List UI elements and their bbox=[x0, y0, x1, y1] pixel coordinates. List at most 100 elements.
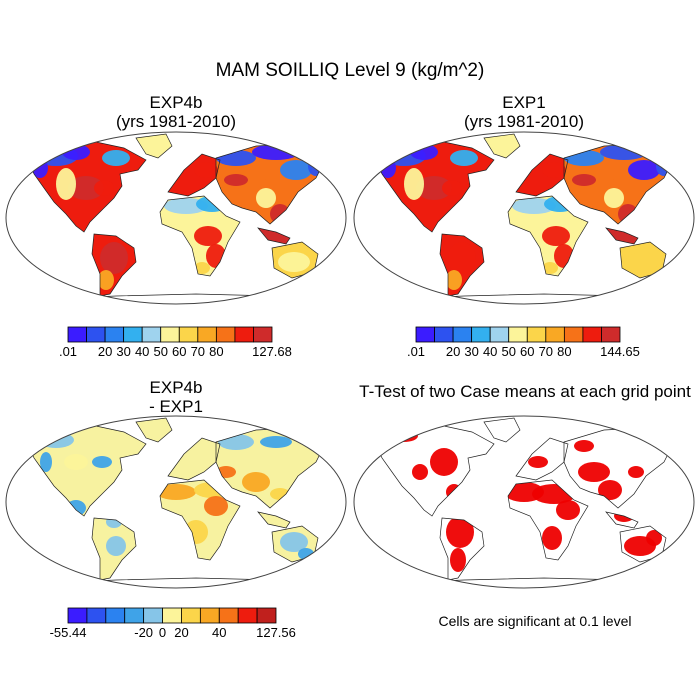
colorbar-bin bbox=[256, 607, 277, 624]
coastline-europe bbox=[515, 437, 569, 481]
colorbar-bin bbox=[124, 607, 145, 624]
data-cell-blob bbox=[278, 252, 310, 272]
data-cell-blob bbox=[280, 532, 308, 552]
land-indonesia bbox=[606, 228, 638, 244]
data-cell-blob bbox=[626, 252, 658, 272]
data-cell-blob bbox=[102, 150, 130, 166]
colorbar-tick-label: 20 bbox=[446, 344, 460, 359]
data-cell-blob bbox=[92, 456, 112, 468]
data-cell-blob bbox=[628, 160, 660, 180]
coastline-north-america bbox=[373, 425, 495, 517]
data-cell-blob bbox=[156, 484, 196, 500]
colorbar-bin bbox=[181, 607, 201, 624]
data-cell-blob bbox=[194, 226, 222, 246]
colorbar-tick-label: .01 bbox=[407, 344, 425, 359]
colorbar-tick-label: 50 bbox=[501, 344, 515, 359]
data-cell-blob bbox=[404, 168, 424, 200]
colorbar-bin bbox=[563, 326, 584, 343]
colorbar-bin bbox=[160, 326, 180, 343]
coastline-indonesia bbox=[257, 227, 291, 245]
data-cell-blob bbox=[628, 466, 644, 478]
data-cell-blob bbox=[242, 472, 270, 492]
coastline-greenland bbox=[483, 133, 521, 159]
figure-title: MAM SOILLIQ Level 9 (kg/m^2) bbox=[215, 60, 485, 81]
data-cell-blob bbox=[94, 180, 114, 196]
data-cell-blob bbox=[430, 448, 458, 476]
data-cell-blob bbox=[68, 176, 104, 200]
coastline-north-america bbox=[373, 141, 495, 233]
land-antarctica bbox=[16, 294, 336, 304]
land-antarctica bbox=[364, 578, 684, 588]
coastline-south-america bbox=[91, 517, 137, 581]
colorbar-bin bbox=[199, 607, 220, 624]
data-cell-blob bbox=[542, 162, 566, 178]
colorbar-tick-label: 0 bbox=[159, 625, 166, 640]
data-cell-blob bbox=[412, 464, 428, 480]
colorbar-tick-label: -55.44 bbox=[50, 625, 87, 640]
colorbar-bin bbox=[452, 326, 473, 343]
coastline-north-america bbox=[25, 425, 147, 517]
panel1-subtitle: (yrs 1981-2010) bbox=[115, 112, 236, 131]
significance-note: Cells are significant at 0.1 level bbox=[438, 613, 632, 629]
colorbar-bin bbox=[489, 326, 510, 343]
data-cell-blob bbox=[556, 500, 580, 520]
coastline-europe bbox=[167, 437, 221, 481]
data-cell-blob bbox=[256, 188, 276, 208]
colorbar-bin bbox=[434, 326, 454, 343]
data-cell-blob bbox=[542, 262, 558, 274]
colorbar-bin bbox=[215, 326, 236, 343]
data-cell-blob bbox=[450, 150, 478, 166]
map-panel-exp1 bbox=[354, 132, 694, 304]
coastline-europe bbox=[515, 153, 569, 197]
data-cell-blob bbox=[528, 456, 548, 468]
colorbar-tick-label: 40 bbox=[135, 344, 149, 359]
colorbar-tick-label: 80 bbox=[557, 344, 571, 359]
colorbar-bin bbox=[218, 607, 239, 624]
coastline-indonesia bbox=[605, 511, 639, 529]
map-frame-3 bbox=[5, 415, 347, 589]
land-indonesia bbox=[258, 228, 290, 244]
colorbar-bin bbox=[253, 326, 273, 343]
colorbar-bin bbox=[86, 326, 106, 343]
colorbar-bin bbox=[105, 607, 126, 624]
data-cell-blob bbox=[100, 242, 128, 274]
land-indonesia bbox=[258, 512, 290, 528]
colorbar-difference: -55.44 -20 0 20 40 127.56 bbox=[50, 607, 296, 640]
colorbar-bin bbox=[67, 326, 87, 343]
map-panel-ttest bbox=[354, 416, 694, 588]
colorbar-bin bbox=[601, 326, 621, 343]
coastline-south-america bbox=[91, 233, 137, 297]
data-cell-blob bbox=[446, 270, 462, 290]
map-panel-exp4b bbox=[6, 132, 346, 304]
colorbar-tick-label: 40 bbox=[483, 344, 497, 359]
panel2-subtitle: (yrs 1981-2010) bbox=[463, 112, 584, 131]
panel3-title: EXP4b bbox=[149, 378, 203, 397]
data-cell-blob bbox=[450, 548, 466, 572]
panel2-title: EXP1 bbox=[502, 93, 546, 112]
colorbar-tick-label: 70 bbox=[539, 344, 553, 359]
data-cell-blob bbox=[194, 162, 218, 178]
coastline-africa bbox=[507, 479, 589, 561]
colorbar-tick-label: 127.56 bbox=[256, 625, 296, 640]
coastline-europe bbox=[167, 153, 221, 197]
colorbar-tick-label: 20 bbox=[174, 625, 188, 640]
data-cell-blob bbox=[194, 262, 210, 274]
data-cell-blob bbox=[542, 526, 562, 550]
colorbar-exp4b: .01 20 30 40 50 60 70 80 127.68 bbox=[59, 326, 292, 359]
colorbar-tick-label: 80 bbox=[209, 344, 223, 359]
coastline-greenland bbox=[135, 133, 173, 159]
data-cell-blob bbox=[604, 188, 624, 208]
colorbar-bin bbox=[471, 326, 491, 343]
data-cell-blob bbox=[204, 496, 228, 516]
colorbar-bin bbox=[234, 326, 254, 343]
coastline-north-america bbox=[25, 141, 147, 233]
land-north-america bbox=[26, 426, 146, 516]
data-cell-blob bbox=[574, 440, 594, 452]
colorbar-bin bbox=[123, 326, 143, 343]
map-frame-4 bbox=[353, 415, 695, 589]
colorbar-bin bbox=[141, 326, 162, 343]
colorbar-bin bbox=[67, 607, 88, 624]
colorbar-exp1: .01 20 30 40 50 60 70 80 144.65 bbox=[407, 326, 640, 359]
coastline-africa bbox=[159, 195, 241, 277]
